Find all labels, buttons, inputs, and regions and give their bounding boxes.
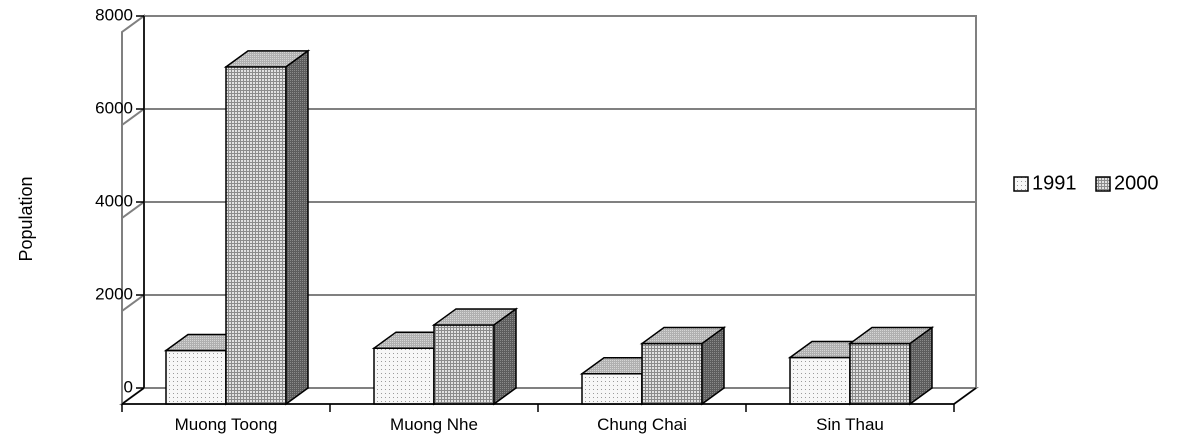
bar-2000-0 — [223, 49, 311, 406]
bar-front — [849, 342, 911, 405]
x-category-label: Muong Nhe — [390, 415, 478, 434]
bar-front — [641, 342, 703, 405]
bar-side — [909, 326, 933, 406]
bar-front — [433, 324, 495, 405]
bar-front — [373, 347, 435, 405]
bar-side — [701, 326, 725, 406]
y-tick-label: 4000 — [95, 191, 133, 210]
legend-label-2000: 2000 — [1114, 172, 1159, 194]
legend: 1991 2000 — [1013, 172, 1159, 194]
y-tick-label: 8000 — [95, 5, 133, 24]
y-axis-ticks: 0 2000 4000 6000 8000 — [95, 5, 144, 396]
bar-front — [225, 66, 287, 405]
bar-2000-1 — [431, 307, 519, 406]
legend-swatch-1991 — [1013, 176, 1029, 192]
bar-front — [581, 373, 643, 405]
x-category-label: Muong Toong — [175, 415, 278, 434]
bars — [163, 49, 935, 406]
y-tick-label: 2000 — [95, 284, 133, 303]
x-category-label: Chung Chai — [597, 415, 687, 434]
bar-2000-2 — [639, 326, 727, 406]
bar-2000-3 — [847, 326, 935, 406]
legend-label-1991: 1991 — [1032, 172, 1077, 194]
legend-swatch-2000 — [1095, 176, 1111, 192]
bar-side — [285, 49, 309, 406]
x-category-label: Sin Thau — [816, 415, 884, 434]
y-axis-base — [121, 387, 145, 405]
bar-front — [165, 349, 227, 405]
bar-side — [493, 307, 517, 406]
y-axis-label: Population — [16, 176, 36, 261]
y-tick-label: 0 — [124, 377, 133, 396]
x-axis-end — [953, 387, 977, 405]
x-axis-categories: Muong Toong Muong Nhe Chung Chai Sin Thau — [121, 404, 955, 434]
y-tick-label: 6000 — [95, 98, 133, 117]
bar-front — [789, 356, 851, 405]
